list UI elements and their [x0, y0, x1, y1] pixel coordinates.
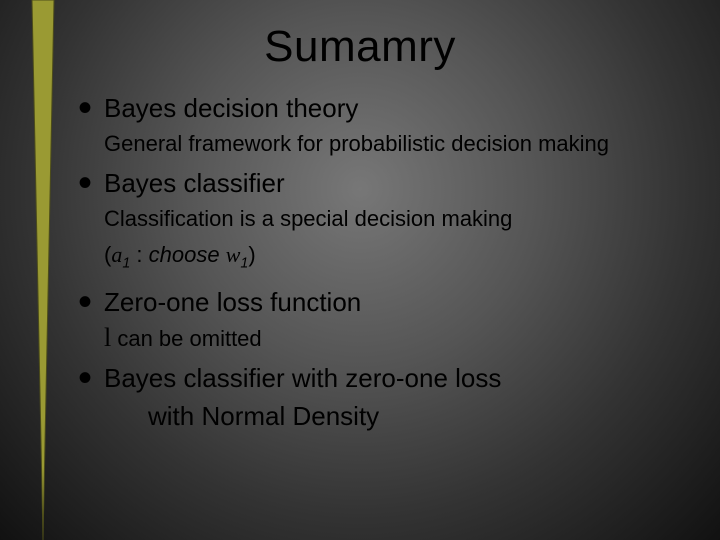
alpha-symbol: a	[111, 242, 122, 267]
colon-sep: :	[130, 242, 148, 267]
bullet-row: • Bayes classifier with zero-one loss	[78, 360, 688, 395]
slide: Sumamry • Bayes decision theory General …	[0, 0, 720, 540]
choose-word: choose	[149, 242, 226, 267]
paren-close: )	[248, 242, 255, 267]
bullet-sub-text-formula: (a1 : choose w1)	[104, 240, 688, 278]
bullet-row: • Bayes decision theory	[78, 90, 688, 125]
bullet-row: • Bayes classifier	[78, 165, 688, 200]
lambda-rest: can be omitted	[111, 326, 261, 351]
bullet-sub-text: General framework for probabilistic deci…	[104, 129, 688, 159]
bullet-sub-text: Classification is a special decision mak…	[104, 204, 688, 234]
slide-content: • Bayes decision theory General framewor…	[78, 90, 688, 433]
bullet-dot: •	[78, 288, 104, 316]
bullet-dot: •	[78, 364, 104, 392]
accent-bar	[28, 0, 58, 540]
slide-title: Sumamry	[0, 22, 720, 72]
bullet-sub-text-lambda: l can be omitted	[104, 323, 688, 354]
bullet-row: • Zero-one loss function	[78, 284, 688, 319]
bullet-main-text: Bayes classifier with zero-one loss	[104, 361, 501, 395]
bullet-dot: •	[78, 94, 104, 122]
bullet-dot: •	[78, 169, 104, 197]
omega-symbol: w	[226, 242, 241, 267]
bullet-main-text: Bayes decision theory	[104, 91, 358, 125]
bullet-main-text: Bayes classifier	[104, 166, 285, 200]
bullet-main-text: Zero-one loss function	[104, 285, 361, 319]
bullet-indent2-text: with Normal Density	[148, 399, 688, 433]
